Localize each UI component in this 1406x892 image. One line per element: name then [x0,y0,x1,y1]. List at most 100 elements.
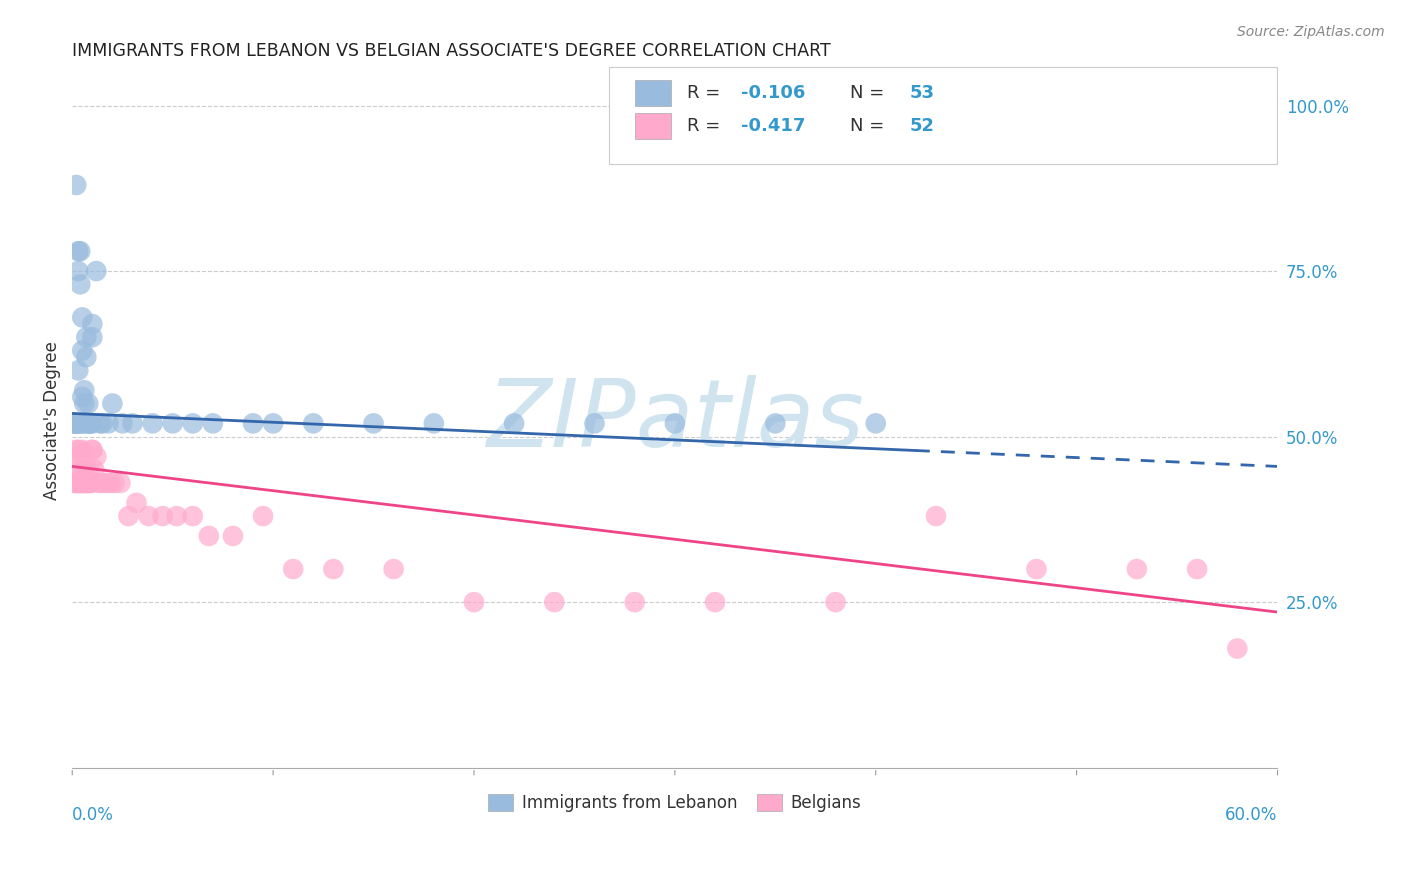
Point [72,442,94,457]
Point [75,475,97,490]
Point [201,417,224,431]
Point [463,595,485,609]
Point [121,417,143,431]
Point [77,417,100,431]
Point [89,417,111,431]
Point [543,595,565,609]
Point [65,417,87,431]
Point [1126,562,1149,576]
Text: ZIPatlas: ZIPatlas [486,375,863,466]
Point [152,509,174,524]
Point [925,509,948,524]
Point [73,384,96,398]
Point [77,417,100,431]
Point [82,417,104,431]
Point [704,595,727,609]
Text: -0.417: -0.417 [741,117,806,135]
Point [198,529,221,543]
Point [142,417,165,431]
FancyBboxPatch shape [636,112,671,139]
Point [82,442,104,457]
Point [181,509,204,524]
Point [283,562,305,576]
Point [79,417,101,431]
Point [91,417,114,431]
Point [75,330,97,344]
Point [1025,562,1047,576]
Point [96,475,118,490]
Point [72,417,94,431]
Point [72,310,94,325]
Point [75,475,97,490]
Point [1185,562,1208,576]
Point [67,450,90,464]
Point [138,509,160,524]
Point [162,417,184,431]
Point [77,475,100,490]
Point [1226,641,1249,656]
Point [664,417,686,431]
Legend: Immigrants from Lebanon, Belgians: Immigrants from Lebanon, Belgians [482,787,868,819]
Point [83,463,105,477]
Point [166,509,188,524]
Text: N =: N = [849,117,890,135]
Point [252,509,274,524]
Point [103,475,125,490]
Point [79,475,101,490]
Point [75,350,97,364]
Point [111,417,134,431]
Text: R =: R = [688,84,725,103]
Text: N =: N = [849,84,890,103]
Point [73,463,96,477]
Point [302,417,325,431]
Point [69,417,91,431]
Point [503,417,526,431]
Point [100,475,122,490]
Point [423,417,446,431]
Point [72,463,94,477]
Point [69,244,91,259]
Point [65,417,87,431]
Text: IMMIGRANTS FROM LEBANON VS BELGIAN ASSOCIATE'S DEGREE CORRELATION CHART: IMMIGRANTS FROM LEBANON VS BELGIAN ASSOC… [72,42,831,60]
Point [72,390,94,404]
Text: R =: R = [688,117,725,135]
FancyBboxPatch shape [636,80,671,106]
Point [82,442,104,457]
Point [67,264,90,278]
Point [63,417,86,431]
Point [824,595,846,609]
Point [623,595,645,609]
Point [65,417,87,431]
Point [82,330,104,344]
Point [222,529,245,543]
Point [65,178,87,192]
Point [72,475,94,490]
Point [63,475,86,490]
Point [262,417,284,431]
Point [91,475,114,490]
Point [73,396,96,410]
Point [363,417,385,431]
Point [63,417,86,431]
Text: -0.106: -0.106 [741,84,806,103]
Point [72,343,94,358]
Point [77,463,100,477]
Point [87,475,110,490]
Point [110,475,132,490]
Point [69,475,91,490]
Point [101,396,124,410]
Point [67,442,90,457]
Point [125,496,148,510]
Point [73,475,96,490]
Point [63,463,86,477]
Point [382,562,405,576]
Point [65,442,87,457]
Point [69,475,91,490]
Point [97,417,120,431]
Text: 52: 52 [910,117,935,135]
Text: 53: 53 [910,84,935,103]
Point [865,417,887,431]
Text: 60.0%: 60.0% [1225,806,1278,824]
Text: Source: ZipAtlas.com: Source: ZipAtlas.com [1237,25,1385,39]
FancyBboxPatch shape [609,67,1278,164]
